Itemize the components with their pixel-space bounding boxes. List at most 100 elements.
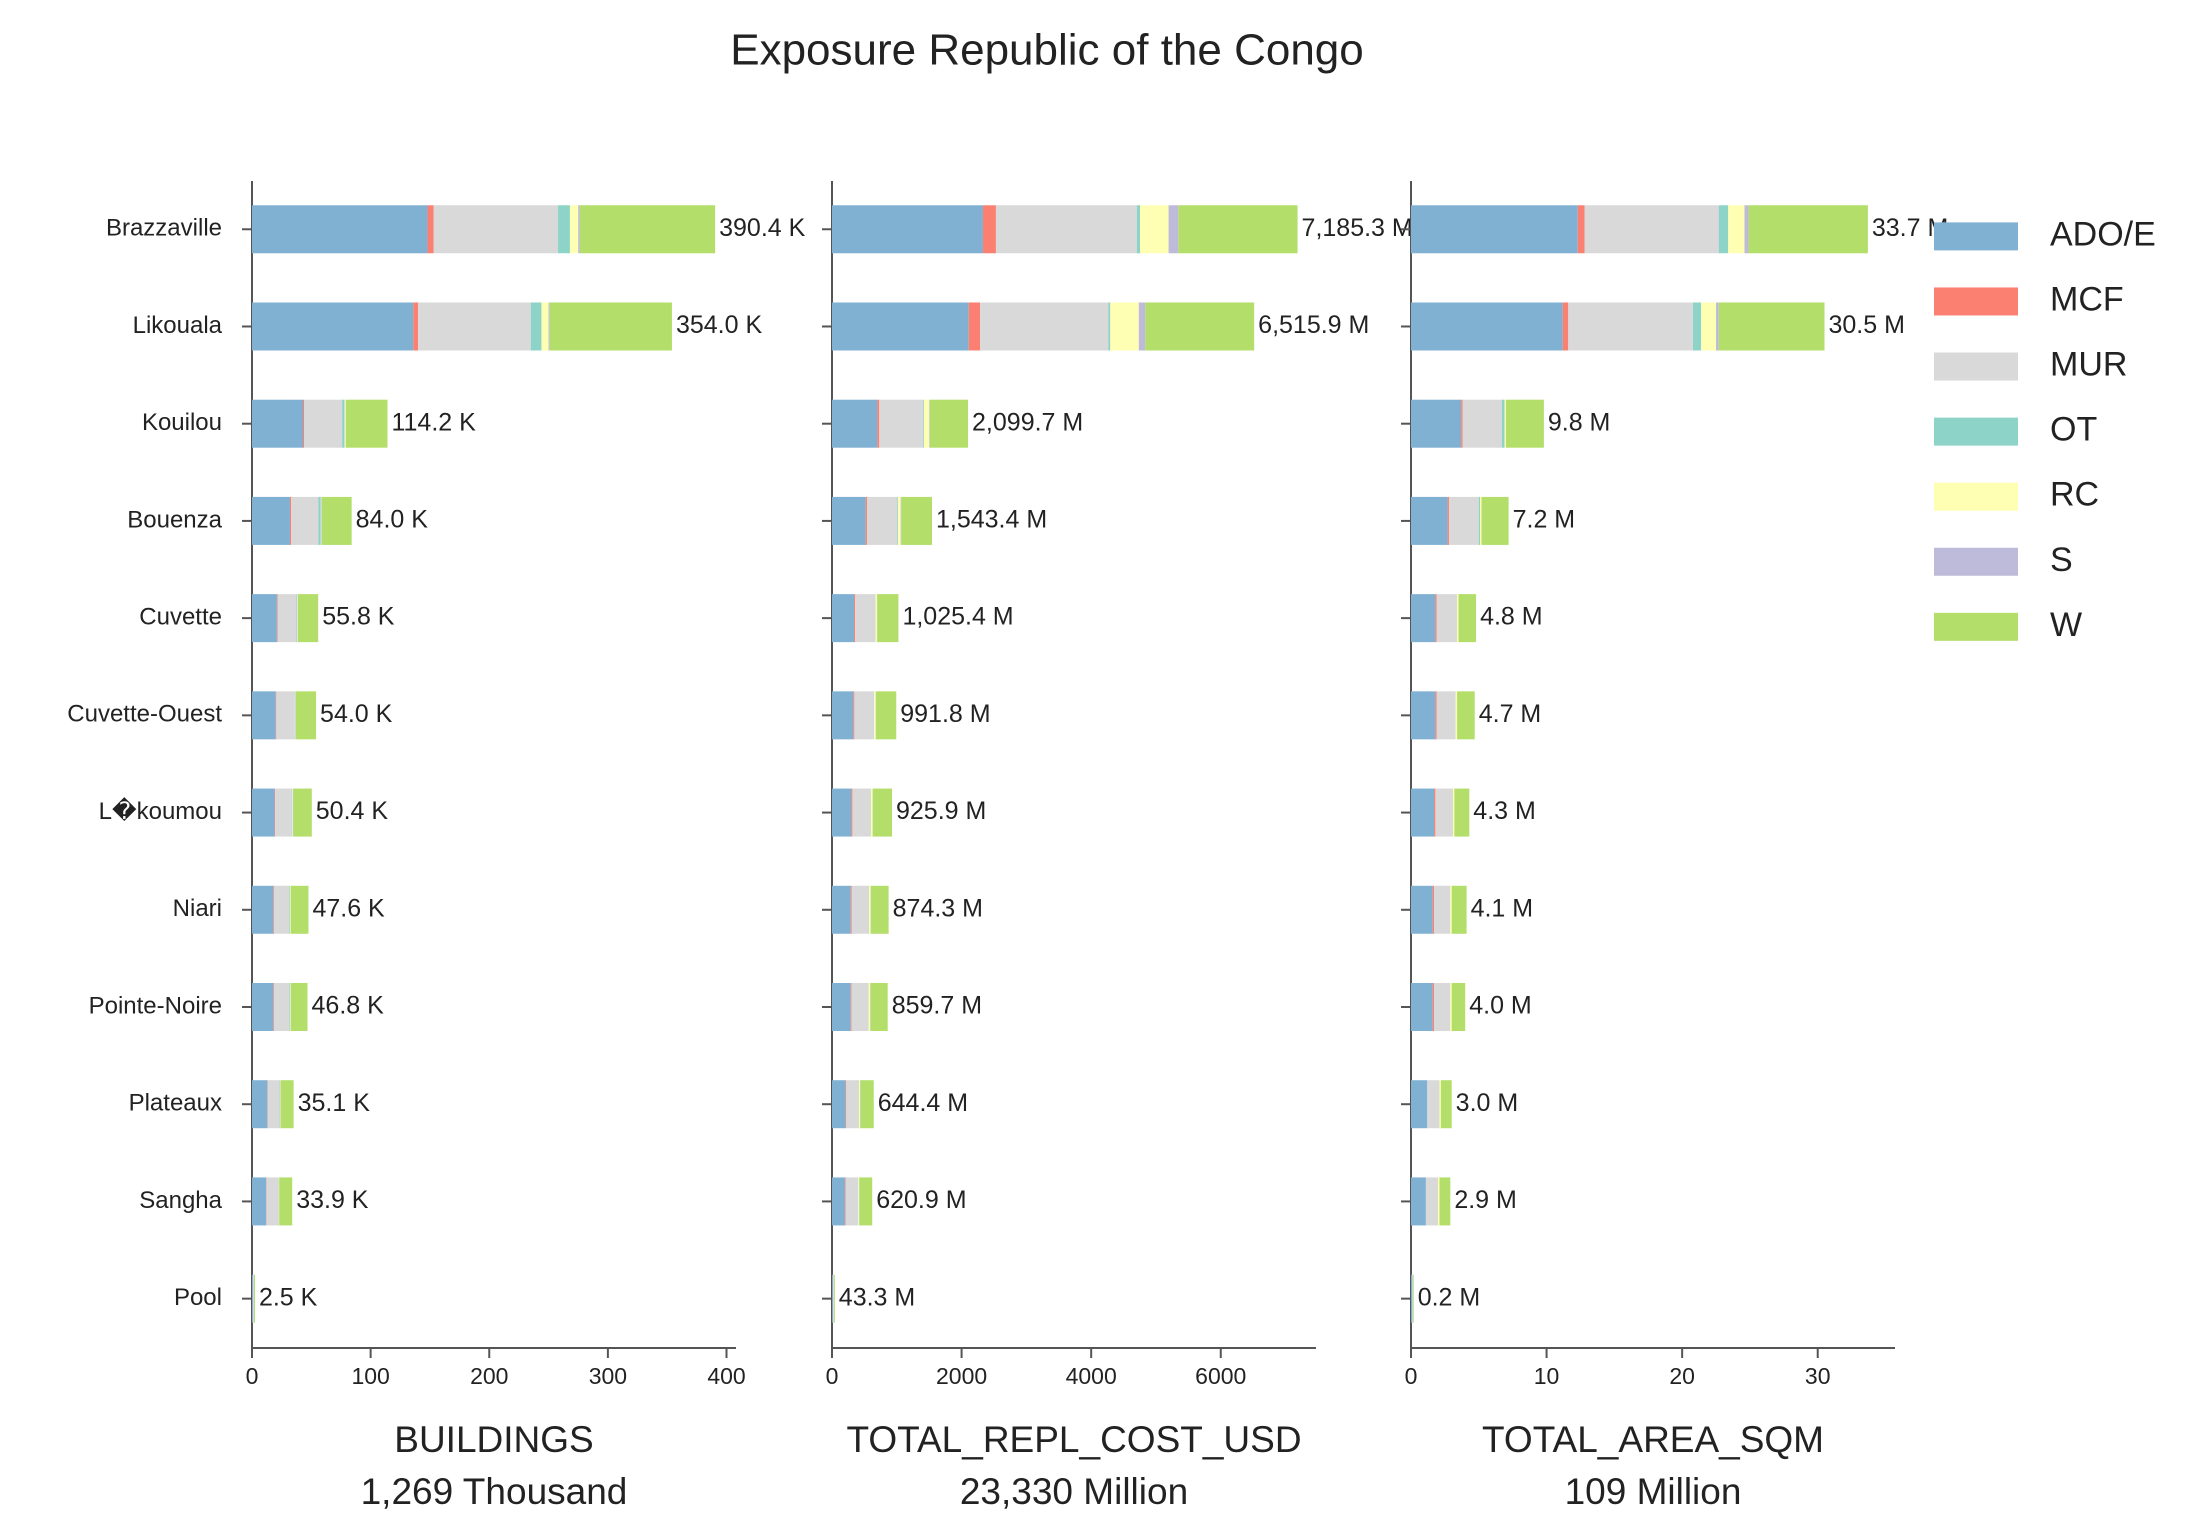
bar-segment — [877, 399, 880, 448]
bar-segment — [832, 691, 854, 740]
bar-segment — [294, 691, 295, 740]
value-label: 30.5 M — [1829, 311, 1905, 339]
x-axis-label: TOTAL_REPL_COST_USD — [846, 1419, 1301, 1460]
bar-segment — [1478, 496, 1481, 545]
bar-segment — [1453, 788, 1455, 837]
bar-segment — [1438, 1177, 1440, 1226]
bar-segment — [427, 205, 434, 254]
bar-segment — [1435, 691, 1437, 740]
y-tick-label: Niari — [173, 895, 222, 922]
bar-segment — [276, 594, 278, 643]
bar-segment — [1568, 302, 1693, 351]
bar-segment — [1457, 691, 1475, 740]
x-axis-subtitle: 1,269 Thousand — [361, 1471, 628, 1512]
bar-segment — [1718, 205, 1729, 254]
bar-segment — [832, 885, 851, 934]
bar-segment — [541, 302, 549, 351]
value-label: 1,543.4 M — [936, 506, 1047, 534]
bar-segment — [289, 982, 291, 1031]
y-tick-label: Cuvette-Ouest — [67, 701, 222, 728]
bar-segment — [832, 205, 983, 254]
bar-segment — [832, 1177, 845, 1226]
bar-segment — [968, 302, 981, 351]
bar-segment — [1436, 691, 1456, 740]
value-label: 4.1 M — [1471, 894, 1534, 922]
value-label: 6,515.9 M — [1258, 311, 1369, 339]
bar-segment — [1577, 205, 1585, 254]
bar-segment — [280, 1080, 294, 1129]
bar-segment — [303, 399, 305, 448]
bar-segment — [832, 496, 866, 545]
bar-segment — [1425, 1177, 1439, 1226]
bar-segment — [1413, 1274, 1414, 1323]
bar-segment — [345, 399, 388, 448]
value-label: 2,099.7 M — [972, 408, 1083, 436]
x-tick-label: 400 — [707, 1363, 745, 1389]
bar-segment — [1411, 1177, 1426, 1226]
bar-segment — [1748, 205, 1868, 254]
value-label: 9.8 M — [1548, 408, 1611, 436]
bar-segment — [832, 1274, 833, 1323]
value-label: 84.0 K — [356, 506, 429, 534]
chart-title: Exposure Republic of the Congo — [730, 26, 1364, 75]
value-label: 925.9 M — [896, 797, 986, 825]
bar-segment — [1435, 788, 1454, 837]
bar-segment — [1427, 1080, 1440, 1129]
value-label: 4.0 M — [1469, 992, 1532, 1020]
bar-segment — [297, 594, 298, 643]
bar-segment — [1504, 399, 1506, 448]
value-label: 644.4 M — [878, 1089, 968, 1117]
bar-segment — [1411, 205, 1578, 254]
bar-segment — [850, 885, 852, 934]
bar-segment — [1136, 205, 1141, 254]
bar-segment — [1138, 302, 1146, 351]
legend-swatch — [1934, 547, 2018, 576]
bar-segment — [290, 885, 309, 934]
y-tick-label: Pointe-Noire — [89, 992, 222, 1019]
bar-segment — [321, 496, 322, 545]
bar-segment — [1692, 302, 1702, 351]
bar-segment — [254, 1274, 255, 1323]
bar-segment — [1461, 399, 1463, 448]
bar-segment — [844, 1177, 846, 1226]
bar-segment — [929, 399, 930, 448]
bar-segment — [289, 885, 290, 934]
bar-segment — [898, 496, 901, 545]
value-label: 4.7 M — [1479, 700, 1542, 728]
bar-segment — [569, 205, 579, 254]
bar-segment — [832, 982, 851, 1031]
bar-segment — [418, 302, 531, 351]
bar-segment — [832, 302, 969, 351]
bar-segment — [870, 982, 888, 1031]
value-label: 0.2 M — [1418, 1283, 1481, 1311]
bar-segment — [1145, 302, 1255, 351]
bar-segment — [923, 399, 925, 448]
bar-segment — [1744, 205, 1749, 254]
bar-segment — [252, 205, 428, 254]
bar-segment — [296, 594, 298, 643]
bar-segment — [832, 1274, 834, 1323]
bar-segment — [859, 1177, 873, 1226]
value-label: 7.2 M — [1513, 506, 1576, 534]
bar-segment — [1439, 1080, 1441, 1129]
bar-segment — [1584, 205, 1719, 254]
bar-segment — [252, 496, 290, 545]
bar-segment — [868, 885, 871, 934]
bar-segment — [318, 496, 321, 545]
bar-segment — [252, 1177, 267, 1226]
bar-segment — [870, 788, 873, 837]
bar-segment — [1411, 788, 1435, 837]
bar-segment — [868, 982, 871, 1031]
bar-segment — [832, 399, 878, 448]
value-label: 3.0 M — [1456, 1089, 1519, 1117]
bar-segment — [879, 399, 924, 448]
bar-segment — [832, 788, 852, 837]
bar-segment — [854, 691, 874, 740]
value-label: 874.3 M — [893, 894, 983, 922]
value-label: 4.8 M — [1480, 603, 1543, 631]
y-tick-label: Kouilou — [142, 409, 222, 436]
bar-segment — [578, 205, 580, 254]
bar-segment — [1435, 594, 1437, 643]
value-label: 33.9 K — [296, 1186, 369, 1214]
bar-segment — [1411, 1080, 1428, 1129]
